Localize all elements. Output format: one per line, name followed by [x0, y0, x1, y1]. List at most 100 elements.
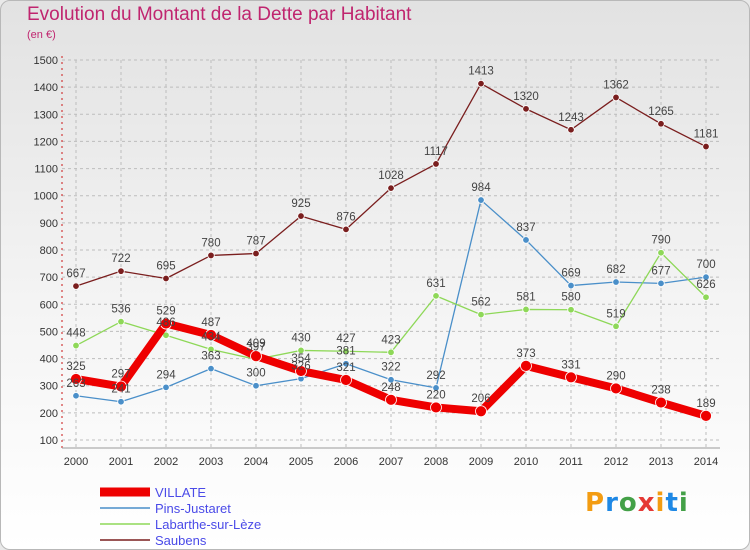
data-point — [610, 382, 622, 395]
data-label: 626 — [696, 279, 715, 291]
data-label: 423 — [381, 334, 400, 346]
data-label: 427 — [336, 333, 355, 345]
data-point — [612, 278, 620, 286]
data-label: 430 — [291, 332, 310, 344]
data-label: 297 — [111, 369, 130, 381]
data-label: 722 — [111, 253, 130, 265]
data-point — [162, 383, 170, 392]
x-tick-label: 2012 — [604, 456, 628, 468]
legend-label: Labarthe-sur-Lèze — [155, 517, 261, 532]
data-label: 487 — [201, 317, 220, 329]
data-point — [567, 126, 575, 134]
data-label: 631 — [426, 278, 445, 290]
x-tick-label: 2014 — [694, 456, 718, 468]
data-label: 321 — [336, 362, 355, 374]
logo-letter: P — [585, 488, 606, 518]
data-point — [702, 293, 710, 301]
data-point — [702, 273, 710, 281]
data-point — [162, 274, 170, 283]
data-label: 837 — [516, 222, 535, 234]
data-label: 700 — [696, 259, 715, 271]
data-label: 1413 — [468, 66, 494, 78]
y-tick-label: 1500 — [34, 55, 58, 67]
data-point — [475, 405, 487, 418]
data-point — [567, 281, 575, 290]
data-label: 331 — [561, 359, 580, 371]
data-label: 876 — [336, 211, 355, 223]
data-label: 486 — [156, 317, 175, 329]
data-label: 322 — [381, 362, 400, 374]
y-tick-label: 100 — [40, 435, 58, 447]
y-tick-label: 200 — [40, 408, 58, 420]
data-point — [385, 393, 397, 406]
logo-letter: i — [655, 488, 666, 518]
data-label: 1362 — [603, 79, 629, 91]
y-tick-label: 300 — [40, 381, 58, 393]
data-label: 448 — [66, 328, 85, 340]
x-tick-label: 2005 — [289, 456, 313, 468]
data-label: 189 — [696, 398, 715, 410]
data-label: 409 — [246, 338, 265, 350]
x-tick-label: 2003 — [199, 456, 223, 468]
y-tick-label: 700 — [40, 272, 58, 284]
legend-label: VILLATE — [155, 485, 206, 500]
data-point — [432, 384, 440, 392]
y-tick-label: 900 — [40, 218, 58, 230]
data-point — [430, 401, 442, 414]
x-tick-label: 2011 — [559, 456, 583, 468]
data-point — [115, 380, 127, 393]
x-tick-label: 2008 — [424, 456, 448, 468]
logo-letter: r — [605, 488, 619, 518]
data-label: 787 — [246, 236, 265, 248]
data-label: 434 — [201, 331, 221, 343]
data-point — [477, 79, 485, 88]
y-tick-label: 1400 — [34, 82, 58, 94]
data-point — [657, 249, 665, 257]
data-point — [565, 371, 577, 384]
y-tick-label: 1300 — [34, 109, 58, 121]
data-label: 294 — [156, 369, 176, 381]
data-label: 292 — [426, 370, 445, 382]
data-label: 241 — [111, 384, 130, 396]
logo-letter: x — [637, 488, 656, 518]
data-point — [522, 236, 530, 244]
y-tick-label: 400 — [40, 354, 58, 366]
data-label: 220 — [426, 389, 445, 401]
data-point — [387, 184, 395, 192]
data-label: 667 — [66, 268, 85, 280]
data-label: 263 — [66, 378, 85, 390]
data-point — [295, 365, 307, 377]
data-point — [117, 317, 125, 326]
logo-letter: i — [678, 488, 689, 518]
data-point — [162, 331, 170, 339]
chart-unit: (en €) — [27, 29, 56, 41]
data-label: 1028 — [378, 170, 404, 182]
data-label: 1243 — [558, 112, 584, 124]
data-point — [342, 347, 350, 355]
x-tick-label: 2000 — [64, 456, 88, 468]
data-point — [250, 350, 262, 363]
data-point — [205, 329, 217, 341]
data-point — [432, 160, 440, 168]
y-tick-label: 1100 — [34, 164, 58, 176]
y-tick-label: 1000 — [34, 191, 58, 203]
data-point — [297, 346, 305, 355]
y-tick-label: 800 — [40, 245, 58, 257]
legend-label: Pins-Justaret — [155, 501, 231, 516]
data-label: 984 — [471, 182, 491, 194]
chart-title: Evolution du Montant de la Dette par Hab… — [27, 4, 412, 25]
data-point — [72, 392, 80, 400]
x-tick-label: 2007 — [379, 456, 403, 468]
data-label: 682 — [606, 264, 625, 276]
data-point — [477, 310, 485, 319]
data-point — [72, 282, 80, 290]
data-label: 290 — [606, 370, 625, 382]
data-label: 562 — [471, 297, 490, 309]
data-point — [207, 251, 215, 260]
data-point — [700, 409, 712, 422]
data-label: 695 — [156, 261, 175, 273]
data-point — [207, 345, 215, 354]
y-tick-label: 1200 — [34, 136, 58, 148]
data-point — [340, 374, 352, 386]
